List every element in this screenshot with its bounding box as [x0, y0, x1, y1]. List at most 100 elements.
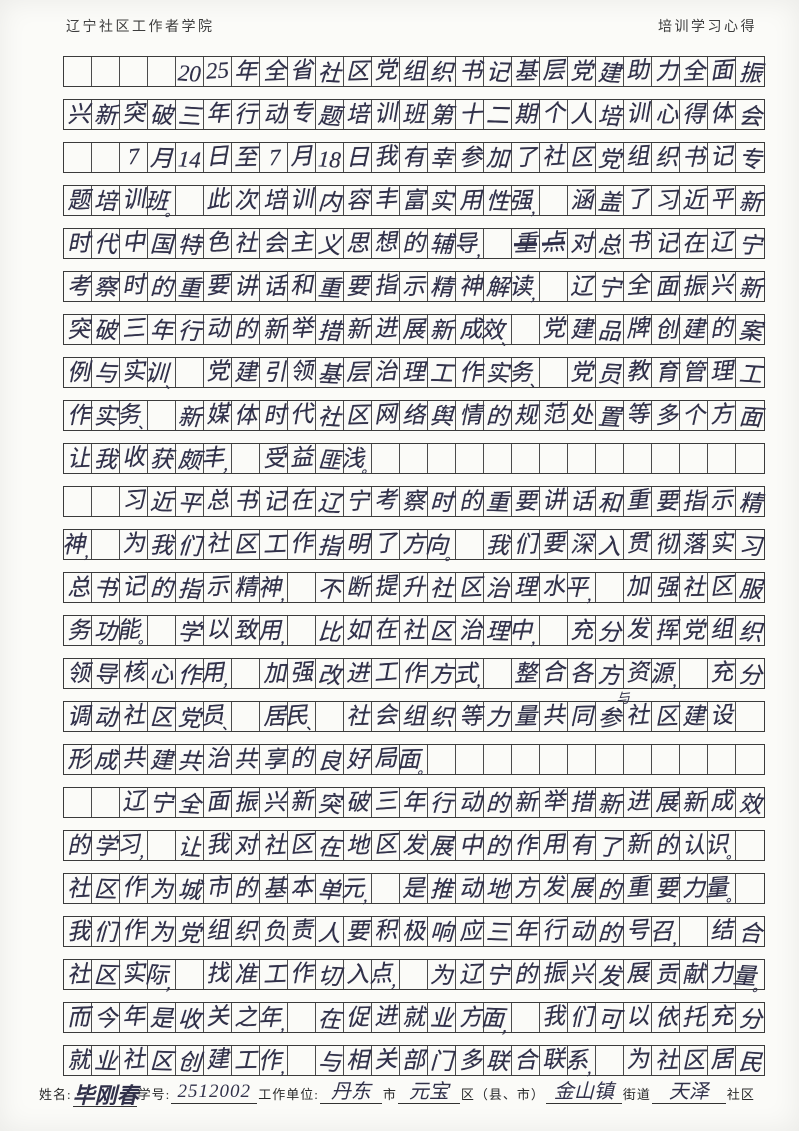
grid-cell: 展 — [400, 315, 428, 344]
grid-cell: 建 — [148, 745, 176, 774]
grid-cell: 为 — [624, 1046, 652, 1075]
grid-cell: 想 — [372, 229, 400, 258]
grid-cell: 联 — [484, 1046, 512, 1075]
grid-cell: 发 — [400, 831, 428, 860]
grid-cell: 贡 — [652, 960, 680, 989]
grid-cell: 匪 — [316, 444, 344, 474]
grid-row: 时代中国特色社会主义思想的辅导， 重点对总书记在辽宁 — [63, 228, 765, 262]
grid-cell: 的 — [596, 917, 624, 947]
grid-cell: 区 — [148, 1046, 176, 1075]
grid-cell: 领 — [288, 358, 316, 387]
grid-cell: 形 — [64, 745, 92, 774]
grid-cell: 示 — [400, 272, 428, 301]
grid-cell: 十 — [456, 100, 484, 129]
grid-cell: 要 — [204, 272, 232, 301]
grid-cell: 彻 — [652, 530, 680, 559]
grid-cell: 时 — [260, 401, 288, 430]
grid-cell: 全 — [680, 57, 708, 86]
grid-cell: 个 — [540, 100, 568, 129]
grid-cell: 国 — [148, 229, 176, 258]
grid-cell: 创 — [652, 315, 680, 344]
grid-cell: 全 — [260, 57, 288, 86]
grid-cell: 时 — [64, 229, 92, 258]
grid-cell: 振 — [540, 960, 568, 989]
grid-cell: 三 — [484, 917, 512, 946]
grid-cell: 行 — [540, 917, 568, 946]
grid-cell: 培 — [260, 186, 288, 215]
grid-cell — [148, 57, 176, 86]
grid-cell: 员、 — [199, 702, 236, 734]
grid-cell — [680, 745, 708, 774]
grid-cell: 织 — [428, 702, 456, 731]
grid-cell: 举 — [540, 788, 568, 817]
grid-cell: 我 — [372, 143, 400, 172]
grid-cell: 元， — [340, 874, 375, 907]
grid-cell — [484, 229, 512, 258]
grid-cell: 建 — [204, 1046, 232, 1075]
grid-cell: 与 — [92, 358, 120, 387]
grid-cell: 新 — [288, 788, 316, 817]
grid-cell: 地 — [484, 874, 512, 903]
grid-cell: 与 — [316, 1046, 344, 1076]
grid-cell: 等 — [624, 401, 652, 430]
grid-row: 突破三年行动的新举措新进展新成效、党建品牌创建的案 — [63, 314, 765, 350]
grid-cell: 考 — [372, 487, 400, 516]
grid-cell: 人 — [568, 100, 596, 129]
grid-cell: 了 — [596, 831, 624, 861]
grid-cell: 盖 — [596, 186, 624, 216]
grid-cell: 情 — [456, 401, 484, 430]
grid-cell: 方 — [456, 1003, 484, 1032]
grid-cell: 辽 — [708, 229, 736, 258]
grid-cell: 动 — [260, 100, 288, 129]
grid-cell: 区 — [232, 530, 260, 559]
grid-cell: 参 — [456, 143, 484, 172]
grid-cell — [624, 444, 652, 473]
grid-cell: 平 — [708, 186, 736, 215]
grid-cell: 记 — [484, 57, 512, 86]
city-suffix: 市 — [382, 1087, 397, 1102]
grid-cell: 书 — [456, 57, 484, 86]
grid-cell: 获 — [148, 444, 176, 473]
grid-cell: 记 — [708, 143, 736, 172]
grid-cell: 在 — [680, 229, 708, 258]
grid-cell: 新 — [344, 315, 372, 344]
grid-cell: 要 — [512, 487, 540, 516]
grid-cell: 我 — [484, 530, 512, 559]
grid-cell: 振 — [232, 788, 260, 817]
grid-cell: 为 — [148, 917, 176, 946]
grid-cell: 处 — [568, 401, 596, 430]
grid-cell: 资 — [624, 659, 652, 688]
grid-cell: 神， — [256, 573, 293, 606]
grid-cell: 年 — [400, 788, 428, 817]
grid-cell: 分 — [737, 1006, 763, 1033]
grid-cell — [708, 444, 736, 473]
grid-cell — [288, 573, 316, 602]
grid-cell: 指 — [680, 487, 708, 516]
grid-cell: 展 — [624, 960, 652, 989]
grid-cell: 破 — [344, 788, 372, 817]
grid-cell: 共 — [232, 745, 260, 774]
grid-cell: 时 — [120, 272, 148, 301]
grid-cell: 宁 — [596, 272, 624, 302]
grid-cell: 新 — [737, 189, 763, 216]
grid-cell: 组 — [708, 616, 736, 645]
grid-cell: 至 — [232, 143, 260, 172]
grid-cell: 益 — [288, 444, 316, 473]
grid-cell: 建 — [680, 702, 708, 731]
district-value: 元宝 — [397, 1082, 460, 1104]
grid-cell: 居 — [260, 702, 288, 731]
grid-cell: 社 — [316, 57, 344, 87]
grid-cell: 力 — [484, 702, 512, 731]
grid-cell: 受 — [260, 444, 288, 473]
grid-cell: 动 — [92, 702, 120, 731]
grid-cell: 展 — [428, 831, 456, 860]
grid-cell: 习 — [120, 487, 148, 516]
grid-cell: 体 — [708, 100, 736, 129]
grid-cell — [708, 745, 736, 774]
grid-cell: 改 — [316, 659, 344, 689]
grid-cell — [736, 831, 764, 860]
grid-cell: 作 — [176, 659, 204, 689]
grid-cell: 总 — [204, 487, 232, 516]
grid-cell: 进 — [344, 659, 372, 688]
grid-cell: 号 — [624, 917, 652, 946]
